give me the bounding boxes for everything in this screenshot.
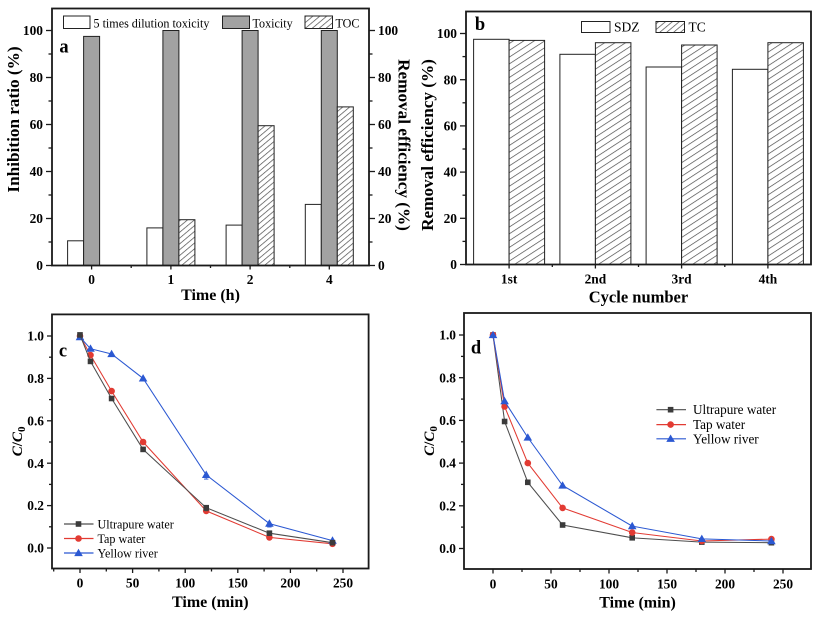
svg-text:Yellow river: Yellow river <box>98 547 158 561</box>
svg-text:3rd: 3rd <box>672 272 693 287</box>
svg-text:0.2: 0.2 <box>27 498 44 513</box>
svg-text:Ultrapure water: Ultrapure water <box>693 402 777 417</box>
svg-text:100: 100 <box>23 23 43 38</box>
svg-text:Ultrapure water: Ultrapure water <box>98 518 174 532</box>
svg-text:5 times dilution toxicity: 5 times dilution toxicity <box>94 17 210 31</box>
svg-text:0.4: 0.4 <box>27 456 44 471</box>
svg-text:0.6: 0.6 <box>27 413 44 428</box>
svg-text:1st: 1st <box>501 272 518 287</box>
svg-text:Yellow river: Yellow river <box>693 431 759 446</box>
svg-text:20: 20 <box>378 211 392 226</box>
svg-text:60: 60 <box>444 119 458 134</box>
svg-text:0.0: 0.0 <box>439 541 456 556</box>
svg-text:200: 200 <box>280 576 300 591</box>
svg-text:50: 50 <box>126 576 140 591</box>
svg-text:150: 150 <box>228 576 248 591</box>
svg-text:100: 100 <box>378 23 398 38</box>
svg-text:0: 0 <box>88 272 95 287</box>
svg-text:1: 1 <box>168 272 175 287</box>
svg-text:Cycle number: Cycle number <box>589 288 688 307</box>
svg-text:c: c <box>59 342 67 362</box>
svg-text:40: 40 <box>30 164 44 179</box>
svg-text:250: 250 <box>773 577 793 592</box>
svg-text:0: 0 <box>450 257 457 272</box>
svg-text:TC: TC <box>689 20 706 35</box>
svg-text:20: 20 <box>444 211 458 226</box>
svg-text:0.0: 0.0 <box>27 541 44 556</box>
svg-text:4: 4 <box>326 272 333 287</box>
svg-text:200: 200 <box>715 577 735 592</box>
svg-text:50: 50 <box>544 577 558 592</box>
svg-text:40: 40 <box>444 165 458 180</box>
svg-text:100: 100 <box>175 576 195 591</box>
svg-text:Time (h): Time (h) <box>181 287 240 304</box>
svg-text:0: 0 <box>36 258 43 273</box>
svg-text:Toxicity: Toxicity <box>253 17 293 31</box>
svg-text:2nd: 2nd <box>585 272 607 287</box>
svg-text:Removal efficiency (%): Removal efficiency (%) <box>395 59 414 231</box>
svg-text:60: 60 <box>30 117 44 132</box>
svg-text:0.8: 0.8 <box>439 370 456 385</box>
svg-text:d: d <box>471 339 482 359</box>
svg-text:2: 2 <box>247 272 254 287</box>
svg-text:4th: 4th <box>759 272 778 287</box>
svg-text:Removal efficiency (%): Removal efficiency (%) <box>418 59 437 231</box>
svg-text:Time (min): Time (min) <box>172 594 249 611</box>
svg-text:0.6: 0.6 <box>439 413 456 428</box>
svg-text:C/C0: C/C0 <box>422 426 440 456</box>
svg-text:0.2: 0.2 <box>439 498 456 513</box>
svg-text:100: 100 <box>599 577 619 592</box>
svg-text:a: a <box>59 38 68 58</box>
svg-text:100: 100 <box>437 26 457 41</box>
svg-text:1.0: 1.0 <box>439 328 456 343</box>
svg-text:250: 250 <box>333 576 353 591</box>
svg-text:80: 80 <box>30 70 44 85</box>
svg-text:Tap water: Tap water <box>693 417 746 432</box>
svg-text:0: 0 <box>378 258 385 273</box>
svg-text:0: 0 <box>490 577 497 592</box>
svg-text:0.4: 0.4 <box>439 456 456 471</box>
svg-text:80: 80 <box>444 72 458 87</box>
svg-text:40: 40 <box>378 164 392 179</box>
svg-text:TOC: TOC <box>336 17 360 31</box>
svg-text:b: b <box>475 15 485 35</box>
svg-text:0: 0 <box>77 576 84 591</box>
svg-text:Tap water: Tap water <box>98 532 146 546</box>
svg-text:Time (min): Time (min) <box>599 595 676 612</box>
svg-text:80: 80 <box>378 70 392 85</box>
svg-text:1.0: 1.0 <box>27 329 44 344</box>
svg-text:SDZ: SDZ <box>614 20 640 35</box>
svg-text:0.8: 0.8 <box>27 371 44 386</box>
svg-text:150: 150 <box>657 577 677 592</box>
svg-text:20: 20 <box>30 211 44 226</box>
svg-text:C/C0: C/C0 <box>10 426 28 456</box>
svg-text:60: 60 <box>378 117 392 132</box>
svg-text:Inhibition ratio (%): Inhibition ratio (%) <box>4 46 23 192</box>
